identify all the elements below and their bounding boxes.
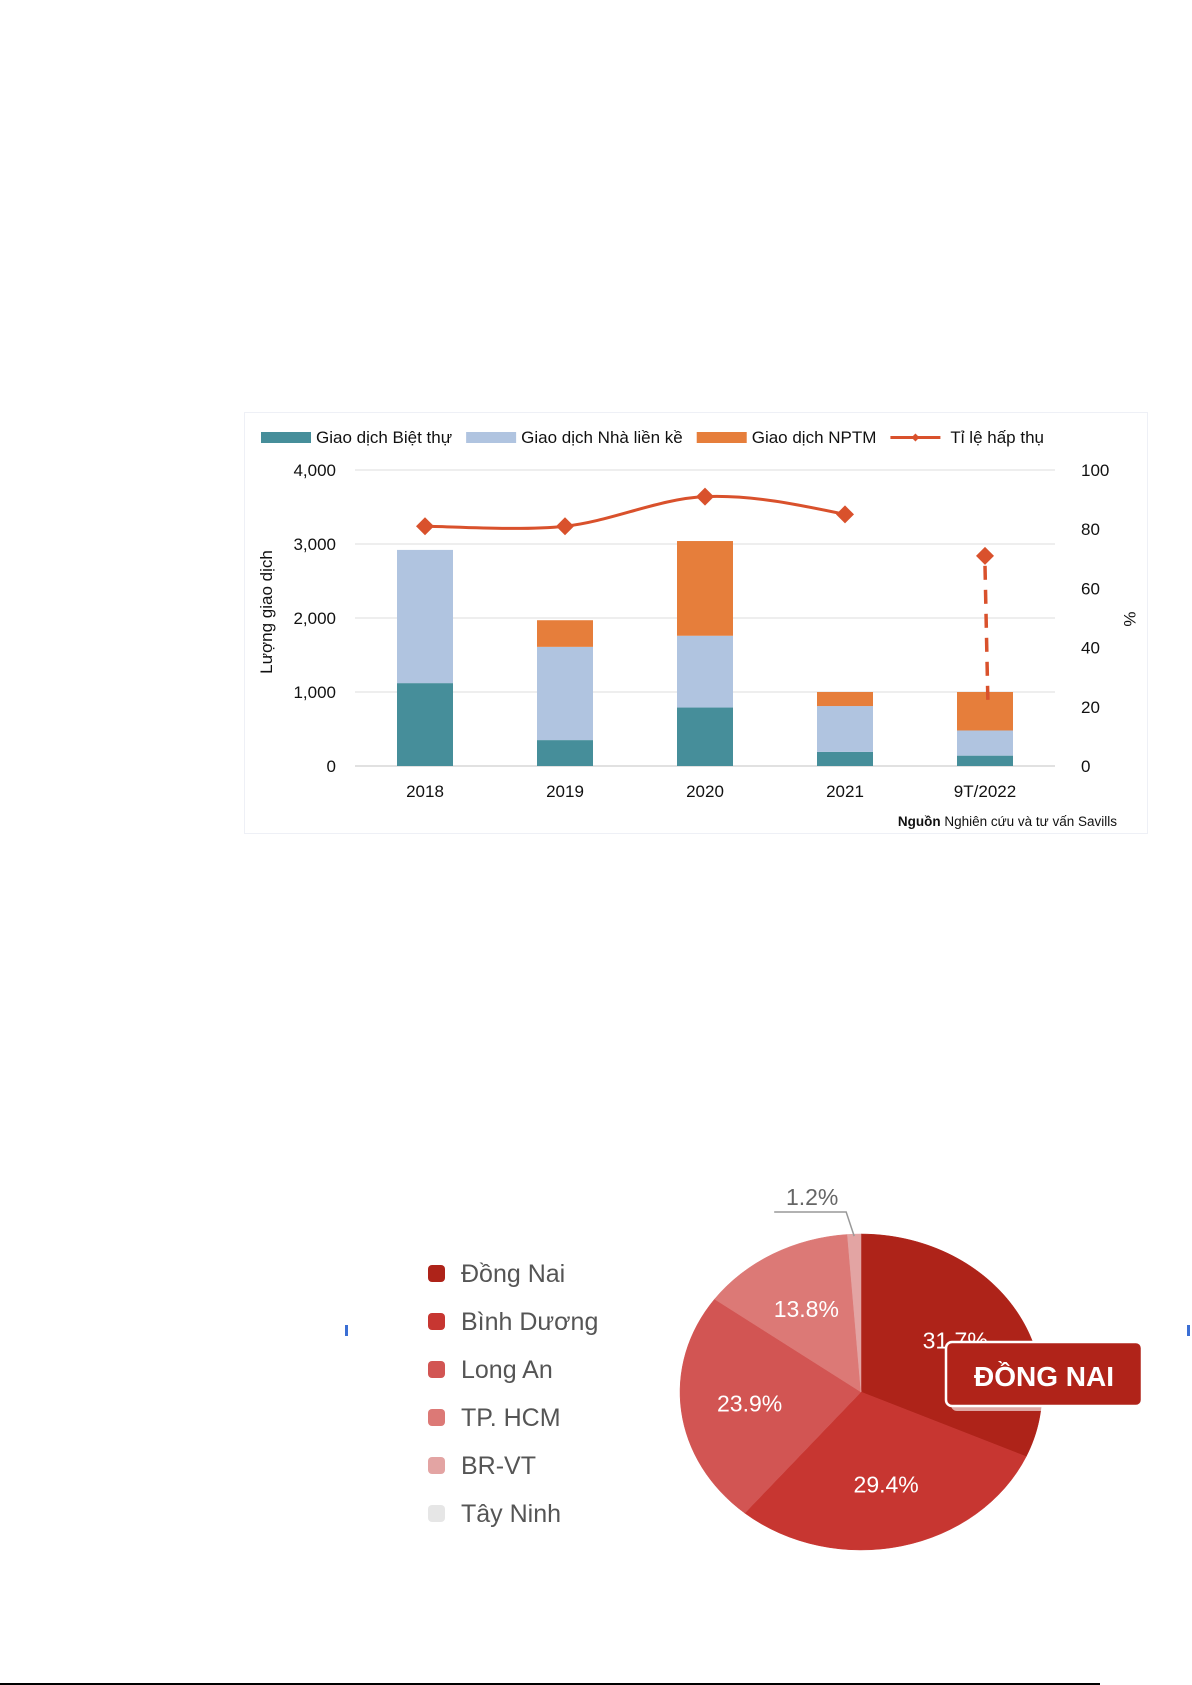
- pie-legend-label: BR-VT: [461, 1452, 536, 1480]
- pie-legend-label: Bình Dương: [461, 1308, 598, 1336]
- bar-segment: [957, 730, 1013, 756]
- axis-ticks: 4,000 3,000 2,000 1,000 0 100 80 60 40 20 0 2018 201…: [293, 461, 1109, 801]
- pie-slices: [679, 1233, 1043, 1551]
- y-axis-label: Lượng giao dịch: [257, 550, 276, 674]
- bar-segment: [537, 740, 593, 766]
- bar-segment: [677, 707, 733, 766]
- pie-legend-label: Tây Ninh: [461, 1500, 561, 1528]
- pie-legend-label: TP. HCM: [461, 1404, 561, 1432]
- legend-line-marker: [911, 433, 920, 442]
- pie-legend-swatch: [428, 1457, 445, 1474]
- bar-segment: [957, 692, 1013, 731]
- line-point: [976, 546, 994, 565]
- y-tick-label: 2,000: [293, 609, 336, 628]
- source-text: Nghiên cứu và tư vấn Savills: [941, 814, 1118, 829]
- legend-swatch: [696, 432, 747, 443]
- callout-box: ĐỒNG NAI: [944, 1340, 1147, 1411]
- y2-tick-label: 100: [1081, 461, 1109, 480]
- pie-legend: Đồng Nai Bình Dương Long An TP. HCM BR-VT Tây…: [428, 1260, 598, 1528]
- province-share-pie: Đồng Nai Bình Dương Long An TP. HCM BR-VT Tây…: [428, 1184, 1147, 1551]
- bar-segment: [817, 706, 873, 752]
- pie-legend-swatch: [428, 1505, 445, 1522]
- column-marker-mid: [345, 1325, 348, 1336]
- x-tick-label: 2021: [826, 782, 864, 801]
- pie-labels: 31.7%29.4%23.9%13.8%1.2%: [717, 1184, 988, 1497]
- column-marker-right: [1187, 1325, 1190, 1336]
- legend-label: Tỉ lệ hấp thụ: [950, 428, 1044, 447]
- pie-value-label: 23.9%: [717, 1391, 782, 1417]
- y-tick-label: 1,000: [293, 683, 336, 702]
- source-note: Nguồn Nghiên cứu và tư vấn Savills: [898, 814, 1117, 829]
- pie-value-label: 13.8%: [774, 1296, 839, 1322]
- pie-legend-label: Long An: [461, 1356, 553, 1384]
- x-tick-label: 2020: [686, 782, 724, 801]
- y-tick-label: 0: [327, 757, 336, 776]
- pie-value-label: 29.4%: [854, 1471, 919, 1497]
- x-tick-label: 2019: [546, 782, 584, 801]
- legend: Giao dịch Biệt thự Giao dịch Nhà liền kề G…: [261, 428, 1044, 447]
- y2-tick-label: 40: [1081, 639, 1100, 658]
- pie-slice: [744, 1391, 1027, 1551]
- pie-legend-swatch: [428, 1313, 445, 1330]
- bar-segment: [677, 541, 733, 636]
- line-point: [556, 517, 574, 536]
- y2-tick-label: 60: [1081, 579, 1100, 598]
- legend-label: Giao dịch NPTM: [752, 428, 877, 447]
- x-tick-label: 2018: [406, 782, 444, 801]
- legend-swatch: [466, 432, 517, 443]
- bar-segment: [537, 646, 593, 741]
- y2-tick-label: 20: [1081, 698, 1100, 717]
- bar-segment: [537, 620, 593, 647]
- y2-tick-label: 0: [1081, 757, 1090, 776]
- source-bold: Nguồn: [898, 814, 941, 829]
- legend-label: Giao dịch Nhà liền kề: [521, 428, 683, 447]
- legend-label: Giao dịch Biệt thự: [316, 428, 452, 447]
- line-series: [424, 494, 846, 530]
- transactions-chart: Giao dịch Biệt thự Giao dịch Nhà liền kề G…: [244, 412, 1148, 834]
- y-tick-label: 3,000: [293, 535, 336, 554]
- bars: [397, 541, 1013, 766]
- callout-text: ĐỒNG NAI: [974, 1361, 1114, 1392]
- y2-tick-label: 80: [1081, 520, 1100, 539]
- line-dashed-drop: [983, 565, 990, 707]
- pie-legend-swatch: [428, 1361, 445, 1378]
- pie-leader-line: [774, 1211, 855, 1237]
- pie-legend-swatch: [428, 1265, 445, 1282]
- line-point: [416, 517, 434, 536]
- x-tick-label: 9T/2022: [954, 782, 1016, 801]
- pie-legend-swatch: [428, 1409, 445, 1426]
- pie-value-label: 1.2%: [786, 1184, 838, 1210]
- bar-segment: [397, 549, 453, 684]
- line-point: [836, 505, 854, 524]
- bar-segment: [677, 635, 733, 708]
- y2-axis-label: %: [1120, 611, 1139, 626]
- pie-slice: [714, 1234, 862, 1393]
- line-point: [696, 487, 714, 506]
- y-tick-label: 4,000: [293, 461, 336, 480]
- bar-segment: [397, 683, 453, 766]
- legend-swatch: [261, 432, 311, 443]
- pie-slice: [679, 1298, 862, 1514]
- bottom-rule: [0, 1683, 1100, 1685]
- pie-legend-label: Đồng Nai: [461, 1260, 565, 1288]
- bar-segment: [957, 755, 1013, 766]
- bar-segment: [817, 751, 873, 766]
- bar-segment: [817, 692, 873, 707]
